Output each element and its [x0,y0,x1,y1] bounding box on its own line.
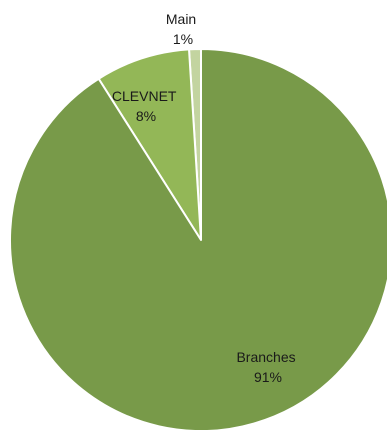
slice-percent-main: 1% [173,31,193,47]
pie-slice-branches [9,48,387,430]
labels-layer: Main 1% CLEVNET 8% Branches 91% [112,11,299,385]
slice-percent-branches: 91% [254,369,282,385]
slice-label-clevnet: CLEVNET 8% [112,88,180,124]
slice-label-branches: Branches 91% [236,349,299,385]
slice-name-clevnet: CLEVNET [112,88,177,104]
slice-name-branches: Branches [236,349,295,365]
slice-label-main: Main 1% [166,11,200,47]
slices-layer [9,48,387,430]
slice-percent-clevnet: 8% [136,108,156,124]
slice-name-main: Main [166,11,196,27]
pie-slice-clevnet [97,48,202,241]
